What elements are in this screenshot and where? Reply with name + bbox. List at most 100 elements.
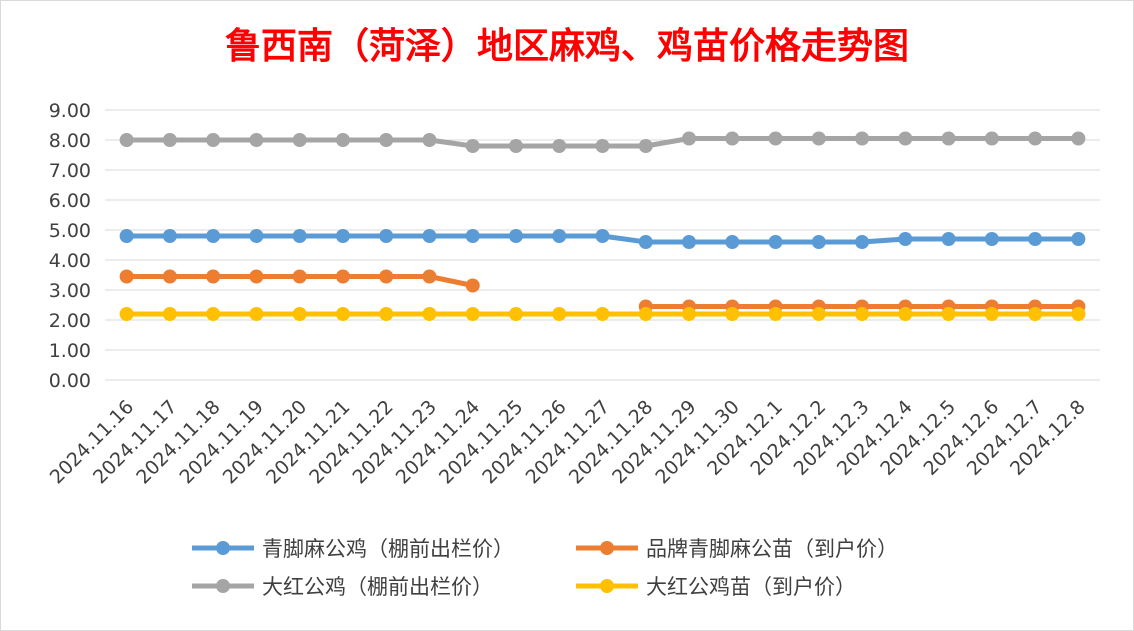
data-point (811, 235, 826, 249)
data-point (552, 229, 567, 243)
legend-item: 品牌青脚麻公苗（到户价） (576, 537, 898, 561)
y-tick-label: 5.00 (49, 220, 91, 242)
data-point (379, 307, 394, 321)
data-point (206, 307, 221, 321)
data-point (725, 131, 740, 146)
y-tick-label: 0.00 (49, 370, 91, 392)
data-point (595, 307, 610, 321)
data-point (422, 307, 437, 321)
data-point (465, 307, 480, 321)
data-point (1028, 307, 1043, 321)
legend: 青脚麻公鸡（棚前出栏价） 品牌青脚麻公苗（到户价） 大红公鸡（棚前出栏价） 大红公鸡苗… (192, 537, 898, 599)
data-point (206, 269, 221, 284)
series-2 (119, 131, 1086, 153)
data-point (335, 133, 350, 147)
y-tick-label: 4.00 (49, 250, 91, 272)
legend-label: 青脚麻公鸡（棚前出栏价） (262, 537, 514, 561)
series-3 (119, 307, 1086, 321)
data-point (249, 269, 264, 284)
legend-item: 大红公鸡苗（到户价） (576, 575, 856, 599)
data-point (855, 307, 870, 321)
data-point (508, 229, 523, 243)
data-point (249, 307, 264, 321)
x-axis-ticks: 2024.11.162024.11.172024.11.182024.11.19… (46, 396, 1090, 488)
data-point (682, 131, 697, 146)
data-point (1071, 232, 1086, 246)
data-point (682, 235, 697, 249)
data-point (984, 232, 999, 246)
legend-swatch-marker (216, 579, 230, 593)
data-point (941, 131, 956, 146)
data-point (595, 229, 610, 243)
data-point (119, 133, 134, 147)
y-axis-ticks: 0.00 1.00 2.00 3.00 4.00 5.00 6.00 7.00 8.00 9.00 (49, 100, 91, 392)
data-point (1028, 232, 1043, 246)
data-point (638, 139, 653, 153)
data-point (422, 133, 437, 147)
data-point (638, 307, 653, 321)
data-point (1028, 131, 1043, 146)
data-point (855, 131, 870, 146)
legend-label: 大红公鸡苗（到户价） (646, 575, 856, 599)
data-point (508, 139, 523, 153)
data-point (552, 307, 567, 321)
legend-swatch-marker (600, 541, 614, 555)
data-point (379, 133, 394, 147)
data-point (682, 307, 697, 321)
data-point (292, 133, 307, 147)
data-point (941, 232, 956, 246)
data-point (335, 269, 350, 284)
data-point (162, 269, 177, 284)
data-point (984, 307, 999, 321)
data-point (768, 235, 783, 249)
data-point (898, 307, 913, 321)
data-point (1071, 131, 1086, 146)
legend-item: 青脚麻公鸡（棚前出栏价） (192, 537, 514, 561)
data-point (119, 307, 134, 321)
y-tick-label: 1.00 (49, 340, 91, 362)
data-point (206, 229, 221, 243)
legend-item: 大红公鸡（棚前出栏价） (192, 575, 493, 599)
data-point (249, 229, 264, 243)
data-point (465, 278, 480, 293)
y-tick-label: 6.00 (49, 190, 91, 212)
data-point (941, 307, 956, 321)
data-point (552, 139, 567, 153)
data-point (292, 269, 307, 284)
data-point (465, 139, 480, 153)
data-point (811, 307, 826, 321)
legend-swatch-marker (216, 541, 230, 555)
data-point (725, 307, 740, 321)
data-point (379, 229, 394, 243)
data-point (1071, 307, 1086, 321)
chart-title: 鲁西南（菏泽）地区麻鸡、鸡苗价格走势图 (225, 25, 909, 67)
data-point (119, 229, 134, 243)
data-point (768, 131, 783, 146)
legend-label: 大红公鸡（棚前出栏价） (262, 575, 493, 599)
data-point (465, 229, 480, 243)
data-point (206, 133, 221, 147)
data-point (335, 307, 350, 321)
data-point (119, 269, 134, 284)
data-point (595, 139, 610, 153)
data-point (984, 131, 999, 146)
data-point (335, 229, 350, 243)
data-point (898, 131, 913, 146)
y-tick-label: 2.00 (49, 310, 91, 332)
y-tick-label: 7.00 (49, 160, 91, 182)
data-point (162, 307, 177, 321)
data-point (422, 269, 437, 284)
y-tick-label: 3.00 (49, 280, 91, 302)
data-point (292, 229, 307, 243)
series-1 (119, 269, 1086, 314)
data-point (508, 307, 523, 321)
series-layer (119, 131, 1086, 321)
legend-swatch-marker (600, 579, 614, 593)
data-point (638, 235, 653, 249)
data-point (162, 229, 177, 243)
y-tick-label: 8.00 (49, 130, 91, 152)
data-point (898, 232, 913, 246)
data-point (379, 269, 394, 284)
data-point (811, 131, 826, 146)
